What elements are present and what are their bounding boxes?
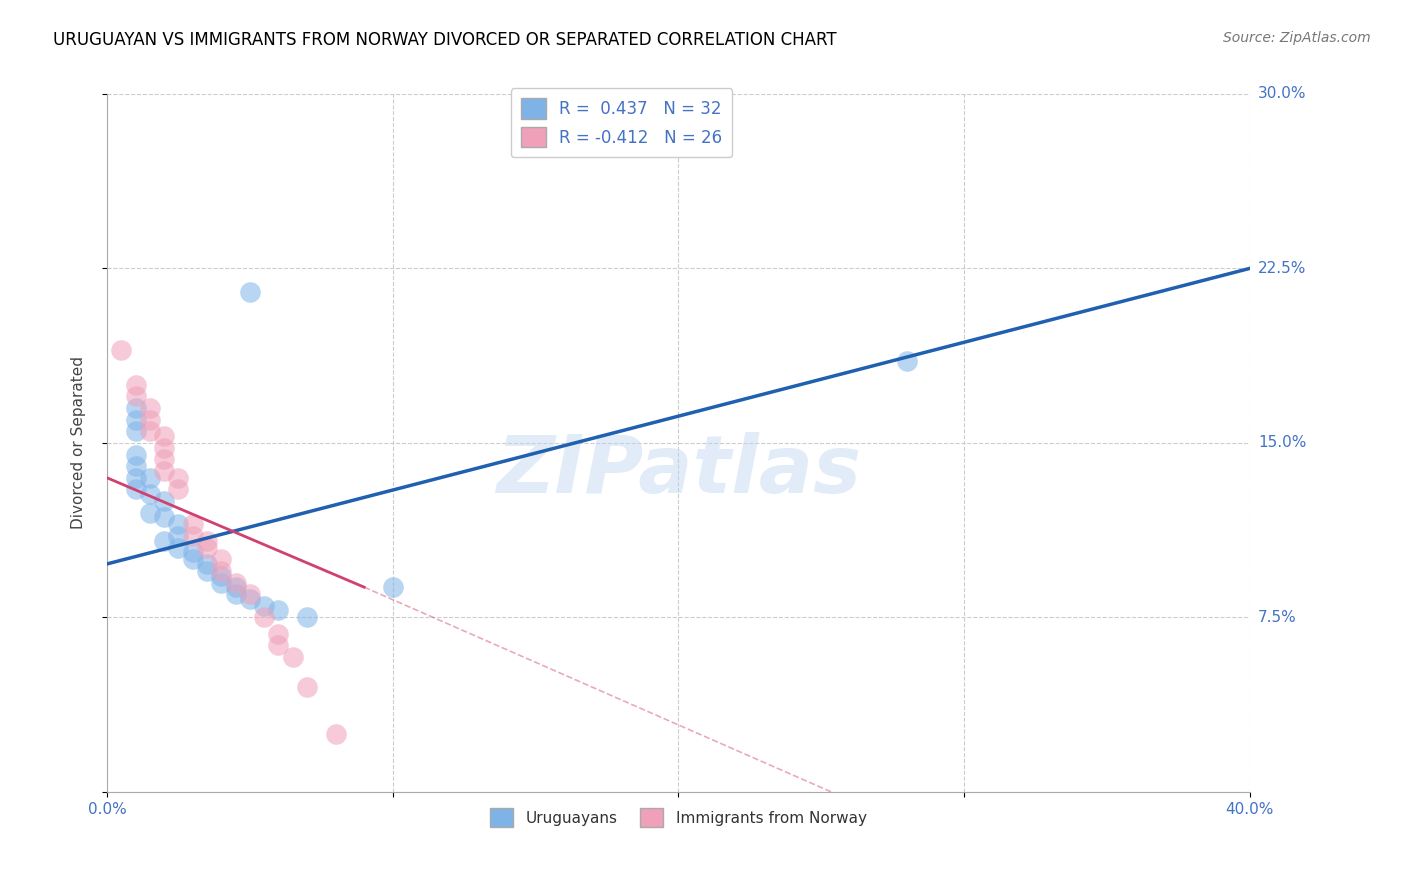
Point — [153, 452, 176, 467]
Text: Source: ZipAtlas.com: Source: ZipAtlas.com — [1223, 31, 1371, 45]
Point — [381, 580, 404, 594]
Point — [209, 575, 232, 590]
Point — [124, 459, 146, 474]
Point — [281, 650, 304, 665]
Text: 30.0%: 30.0% — [1258, 87, 1306, 102]
Point — [124, 448, 146, 462]
Point — [195, 541, 218, 555]
Point — [239, 587, 262, 601]
Point — [124, 377, 146, 392]
Point — [153, 533, 176, 548]
Point — [181, 545, 204, 559]
Point — [896, 354, 918, 368]
Point — [153, 510, 176, 524]
Point — [181, 517, 204, 532]
Point — [124, 424, 146, 438]
Point — [267, 626, 290, 640]
Point — [239, 591, 262, 606]
Point — [139, 471, 162, 485]
Point — [139, 506, 162, 520]
Point — [195, 564, 218, 578]
Legend: Uruguayans, Immigrants from Norway: Uruguayans, Immigrants from Norway — [484, 802, 873, 833]
Point — [153, 429, 176, 443]
Point — [139, 487, 162, 501]
Point — [153, 464, 176, 478]
Point — [209, 552, 232, 566]
Point — [295, 680, 318, 694]
Text: ZIPatlas: ZIPatlas — [496, 432, 860, 510]
Point — [124, 471, 146, 485]
Point — [209, 564, 232, 578]
Point — [209, 568, 232, 582]
Point — [195, 557, 218, 571]
Point — [153, 494, 176, 508]
Point — [253, 599, 276, 613]
Point — [181, 529, 204, 543]
Point — [167, 529, 190, 543]
Text: 22.5%: 22.5% — [1258, 260, 1306, 276]
Point — [225, 587, 247, 601]
Point — [124, 483, 146, 497]
Point — [225, 580, 247, 594]
Point — [253, 610, 276, 624]
Point — [325, 727, 347, 741]
Point — [181, 552, 204, 566]
Point — [124, 401, 146, 415]
Point — [110, 343, 132, 357]
Point — [295, 610, 318, 624]
Text: URUGUAYAN VS IMMIGRANTS FROM NORWAY DIVORCED OR SEPARATED CORRELATION CHART: URUGUAYAN VS IMMIGRANTS FROM NORWAY DIVO… — [53, 31, 837, 49]
Point — [124, 389, 146, 403]
Point — [167, 483, 190, 497]
Point — [195, 533, 218, 548]
Point — [267, 603, 290, 617]
Point — [239, 285, 262, 299]
Text: 7.5%: 7.5% — [1258, 610, 1296, 625]
Point — [139, 401, 162, 415]
Point — [167, 517, 190, 532]
Point — [139, 424, 162, 438]
Text: 15.0%: 15.0% — [1258, 435, 1306, 450]
Y-axis label: Divorced or Separated: Divorced or Separated — [72, 357, 86, 530]
Point — [267, 638, 290, 652]
Point — [167, 471, 190, 485]
Point — [124, 412, 146, 426]
Point — [139, 412, 162, 426]
Point — [610, 133, 633, 147]
Point — [225, 575, 247, 590]
Point — [153, 441, 176, 455]
Point — [167, 541, 190, 555]
